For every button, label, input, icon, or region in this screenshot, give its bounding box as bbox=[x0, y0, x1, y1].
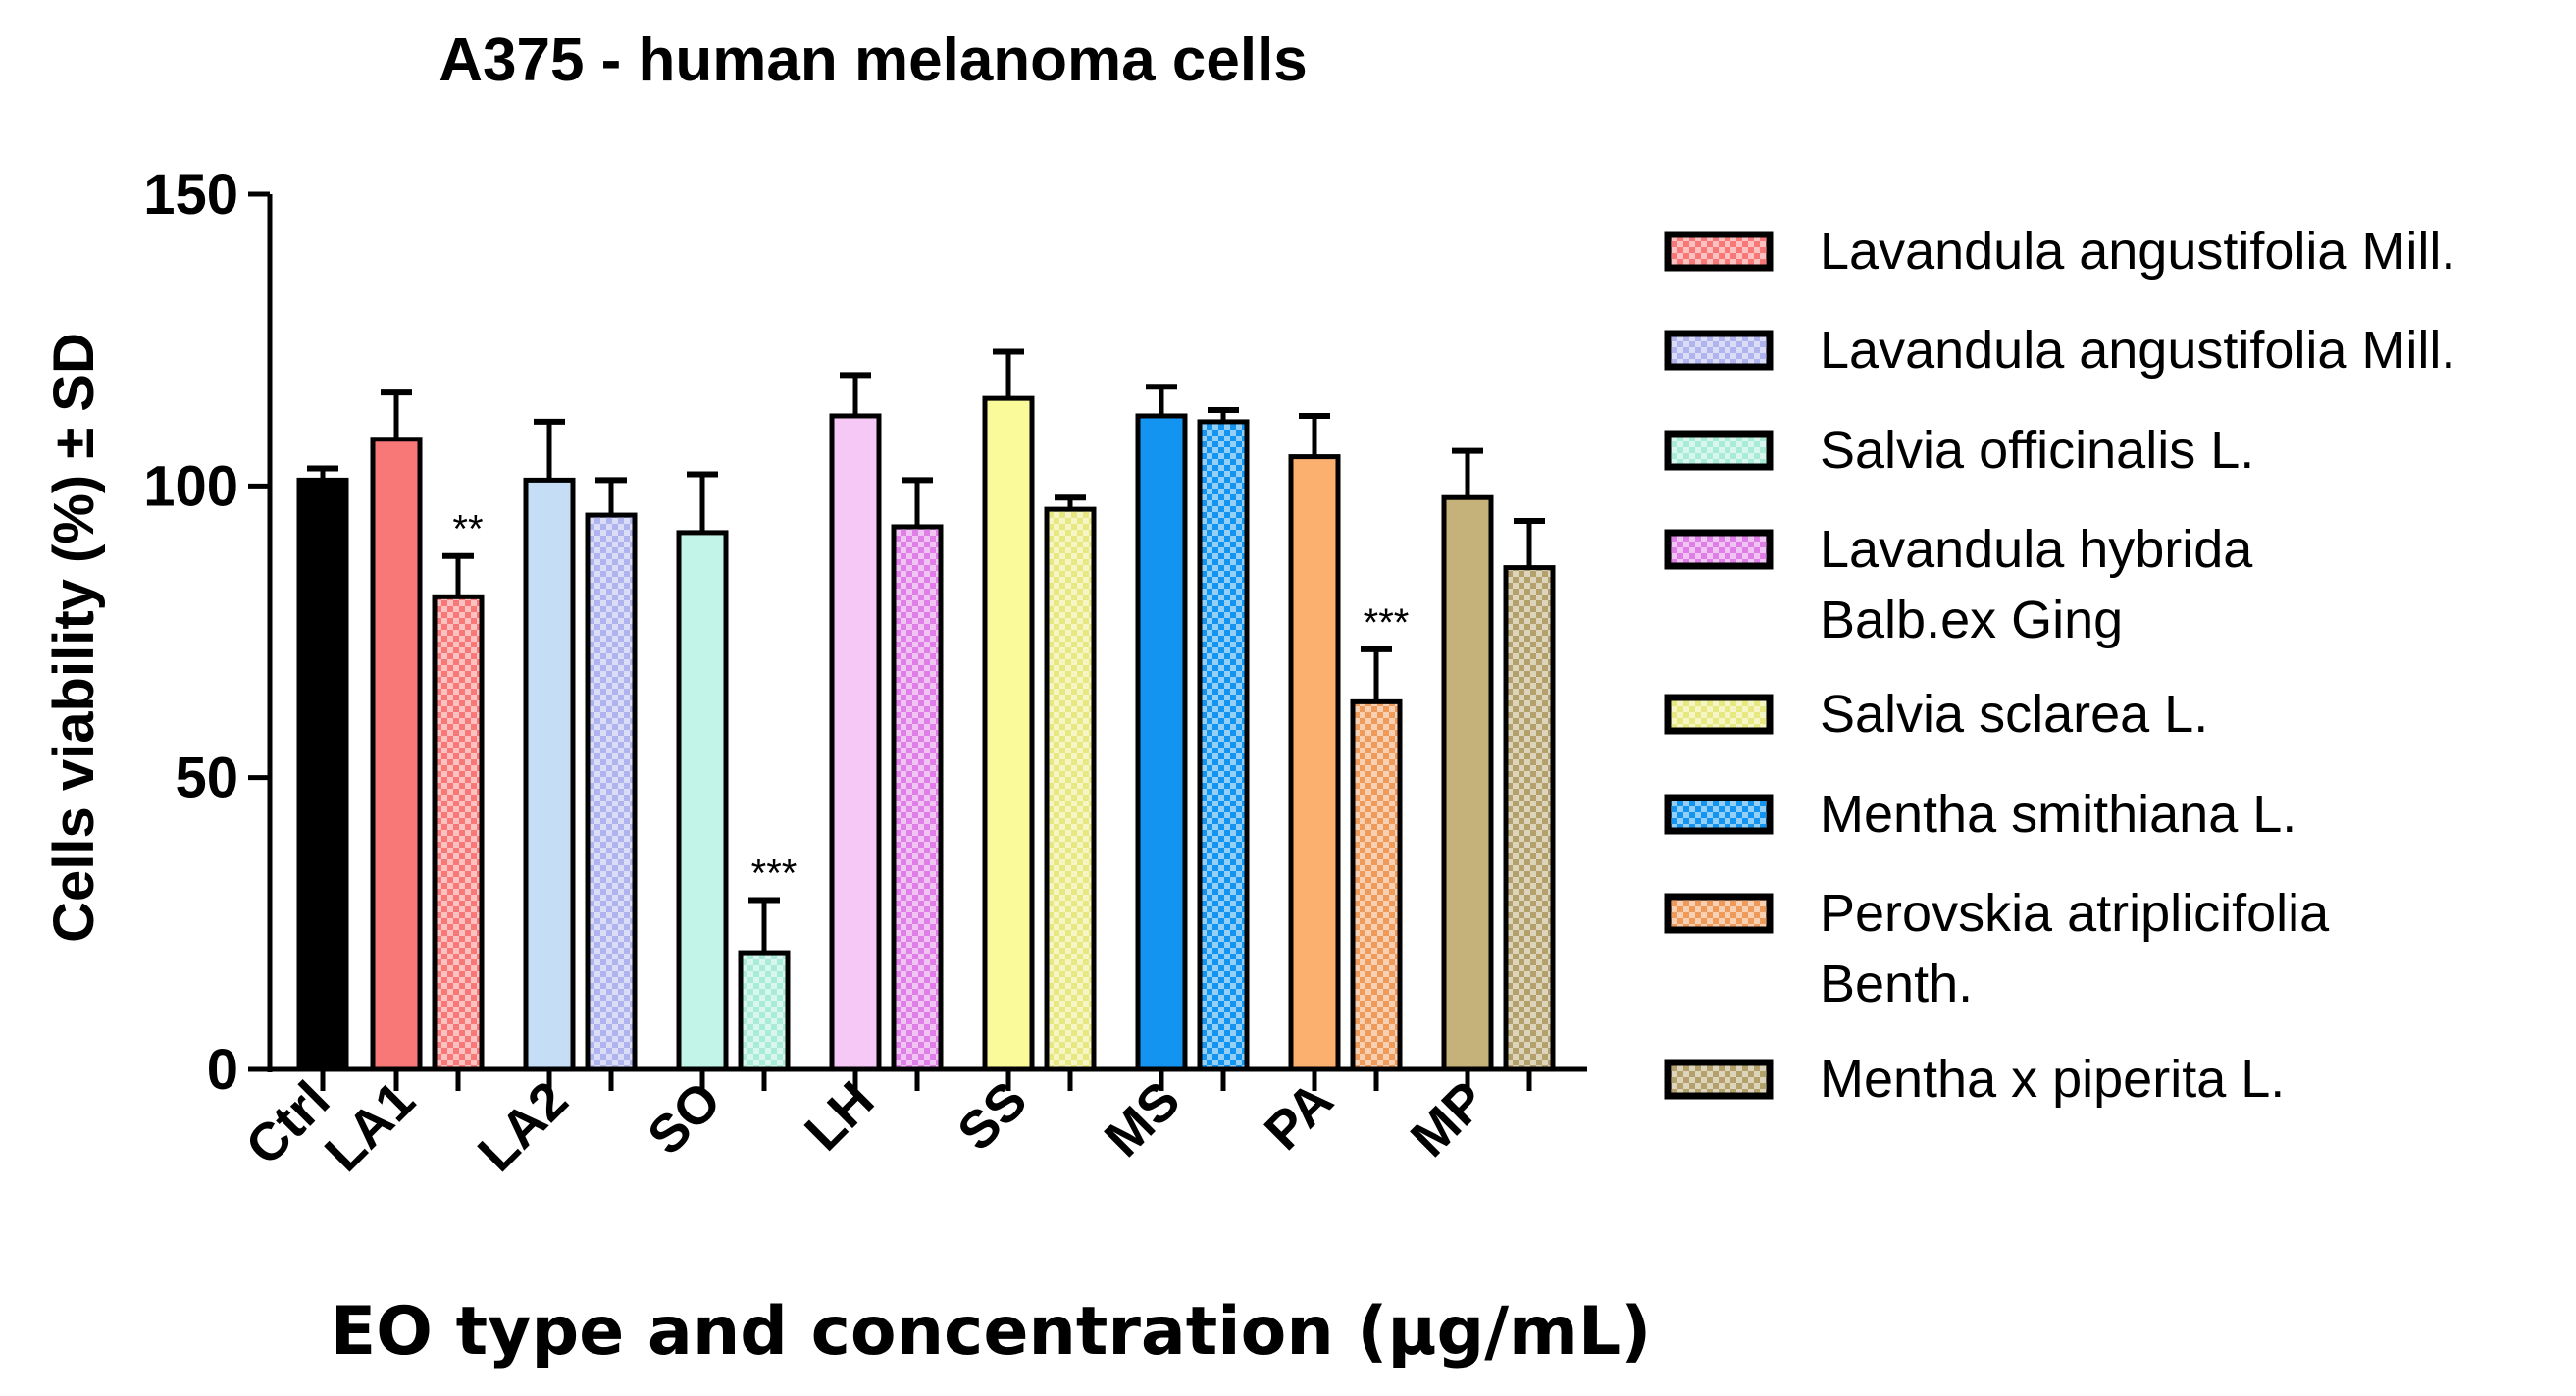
bar-ms-solid bbox=[1135, 413, 1188, 1072]
legend-label: Lavandula angustifolia Mill. bbox=[1820, 321, 2455, 380]
legend-label: Lavandula angustifolia Mill. bbox=[1820, 222, 2455, 281]
x-tick-label: PA bbox=[1254, 1070, 1345, 1162]
bar-la2-solid bbox=[523, 477, 576, 1072]
bar-lh-checkered bbox=[891, 524, 944, 1072]
x-axis-label: EO type and concentration (μg/mL) bbox=[331, 1293, 1652, 1370]
legend-swatch bbox=[1664, 1059, 1774, 1100]
legend: Lavandula angustifolia Mill. Lavandula an… bbox=[1664, 222, 2455, 1109]
y-axis-label: Cells viability (%) ± SD bbox=[42, 333, 106, 943]
y-tick-label: 150 bbox=[143, 163, 238, 227]
legend-swatch bbox=[1664, 694, 1774, 735]
bar-ctrl-solid bbox=[296, 477, 349, 1072]
legend-label: Lavandula hybrida bbox=[1820, 520, 2253, 579]
x-tick-label: LA2 bbox=[467, 1070, 580, 1183]
bar-so-solid bbox=[676, 530, 729, 1072]
legend-swatch bbox=[1664, 231, 1774, 272]
legend-label: Mentha x piperita L. bbox=[1820, 1050, 2285, 1109]
bar-la1-solid bbox=[370, 437, 423, 1072]
y-tick-label: 50 bbox=[175, 747, 238, 810]
x-tick-label: LA1 bbox=[314, 1070, 427, 1183]
significance-label: ** bbox=[452, 508, 483, 551]
bar-so-checkered bbox=[738, 950, 791, 1072]
bar-la1-checkered bbox=[432, 594, 485, 1072]
legend-swatch bbox=[1664, 794, 1774, 835]
x-tick-label: MS bbox=[1094, 1070, 1192, 1168]
bar-ms-checkered bbox=[1197, 419, 1250, 1072]
legend-swatch bbox=[1664, 529, 1774, 570]
legend-label: Salvia officinalis L. bbox=[1820, 421, 2254, 480]
y-tick-label: 0 bbox=[207, 1038, 238, 1102]
x-tick-label: SO bbox=[637, 1070, 733, 1166]
x-tick-label: SS bbox=[947, 1070, 1038, 1162]
bar-ss-solid bbox=[982, 395, 1035, 1072]
significance-label: *** bbox=[751, 853, 798, 896]
legend-label: Benth. bbox=[1820, 955, 1973, 1013]
bar-lh-solid bbox=[829, 413, 882, 1072]
bar-ss-checkered bbox=[1044, 506, 1097, 1072]
legend-label: Salvia sclarea L. bbox=[1820, 685, 2208, 744]
legend-swatch bbox=[1664, 430, 1774, 471]
legend-label: Mentha smithiana L. bbox=[1820, 785, 2296, 844]
significance-label: *** bbox=[1364, 601, 1410, 645]
x-tick-label: MP bbox=[1400, 1070, 1498, 1168]
y-tick-label: 100 bbox=[143, 454, 238, 518]
bar-la2-checkered bbox=[585, 512, 638, 1072]
bar-pa-solid bbox=[1288, 454, 1341, 1072]
chart-title: A375 - human melanoma cells bbox=[438, 26, 1308, 94]
legend-swatch bbox=[1664, 330, 1774, 371]
bar-mp-checkered bbox=[1503, 565, 1556, 1072]
bar-pa-checkered bbox=[1350, 698, 1403, 1072]
x-tick-label: LH bbox=[794, 1070, 885, 1162]
legend-label: Balb.ex Ging bbox=[1820, 591, 2123, 649]
bar-mp-solid bbox=[1441, 494, 1494, 1072]
legend-swatch bbox=[1664, 893, 1774, 934]
legend-label: Perovskia atriplicifolia bbox=[1820, 884, 2330, 943]
